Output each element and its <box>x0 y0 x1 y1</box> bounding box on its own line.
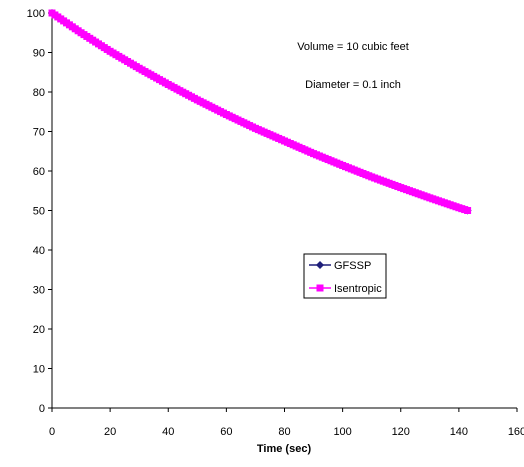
x-axis-title: Time (sec) <box>257 443 312 455</box>
x-tick-label-40: 40 <box>162 426 174 438</box>
y-tick-label-90: 90 <box>33 48 45 60</box>
y-tick-label-100: 100 <box>27 8 45 20</box>
x-tick-label-100: 100 <box>333 426 351 438</box>
y-tick-label-30: 30 <box>33 285 45 297</box>
y-tick-label-40: 40 <box>33 245 45 257</box>
y-tick-label-10: 10 <box>33 364 45 376</box>
x-tick-label-140: 140 <box>450 426 468 438</box>
x-tick-label-0: 0 <box>49 426 55 438</box>
series-layer <box>48 9 472 215</box>
legend-marker-isentropic <box>316 284 324 292</box>
y-axis: 0 10 20 30 40 50 60 70 80 90 100 <box>27 8 53 415</box>
annotation-volume: Volume = 10 cubic feet <box>297 41 409 53</box>
legend-label-isentropic: Isentropic <box>334 283 382 295</box>
legend-label-gfssp: GFSSP <box>334 260 371 272</box>
x-tick-label-20: 20 <box>104 426 116 438</box>
legend: GFSSP Isentropic <box>303 253 387 299</box>
x-tick-label-60: 60 <box>220 426 232 438</box>
y-tick-label-80: 80 <box>33 87 45 99</box>
x-axis: 0 20 40 60 80 100 120 140 160 <box>49 407 524 438</box>
y-tick-label-60: 60 <box>33 166 45 178</box>
x-tick-label-160: 160 <box>508 426 524 438</box>
annotation-diameter: Diameter = 0.1 inch <box>305 79 401 91</box>
series-gfssp <box>48 9 472 215</box>
series-isentropic <box>48 9 472 214</box>
x-tick-label-120: 120 <box>392 426 410 438</box>
data-point-isentropic-143 <box>464 207 472 214</box>
x-tick-label-80: 80 <box>278 426 290 438</box>
y-tick-label-20: 20 <box>33 324 45 336</box>
legend-marker-gfssp <box>316 261 324 269</box>
y-tick-label-50: 50 <box>33 206 45 218</box>
y-tick-label-70: 70 <box>33 127 45 139</box>
y-tick-label-0: 0 <box>39 403 45 415</box>
